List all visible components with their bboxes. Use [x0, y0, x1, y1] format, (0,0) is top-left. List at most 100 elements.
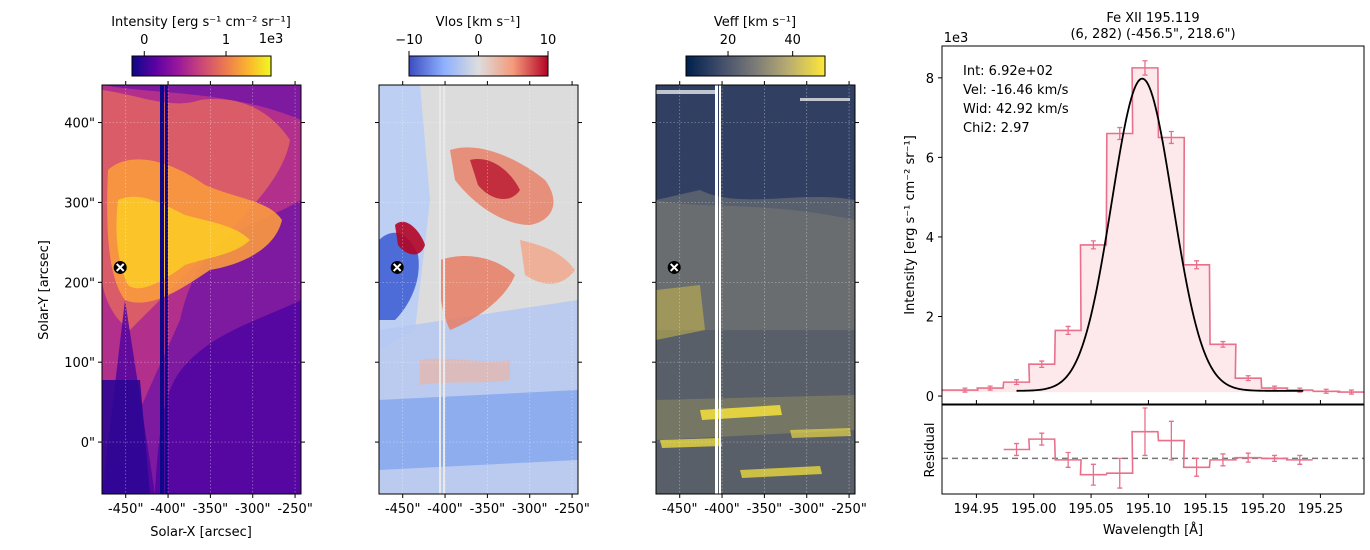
- x-tick-label: 195.15: [1183, 502, 1229, 517]
- spectrum-errorbar: [987, 385, 993, 391]
- vlos-colorbar: [408, 55, 549, 77]
- spectrum-panel: Fe XII 195.119 (6, 282) (-456.5", 218.6"…: [903, 11, 1365, 538]
- fit-annotation-line: Wid: 42.92 km/s: [963, 102, 1069, 117]
- veff-colorbar-label: Veff [km s⁻¹]: [714, 15, 796, 30]
- veff-panel: Veff [km s⁻¹] 20 40 -450" -400" -350" -300" -…: [652, 15, 867, 517]
- intensity-frame: [101, 84, 302, 495]
- y-tick-label: 2: [926, 310, 934, 325]
- spectrum-errorbar: [1245, 375, 1251, 382]
- x-tick-label: -250": [277, 502, 312, 517]
- veff-colorbar: [685, 55, 826, 77]
- residual-errorbar: [1065, 451, 1071, 468]
- colorbar-tick-label: −10: [395, 33, 422, 48]
- residual-errorbar: [1117, 457, 1123, 489]
- colorbar-tick-label: 10: [540, 33, 557, 48]
- residual-ylabel: Residual: [923, 423, 938, 478]
- gaussian-fit-line: [1016, 77, 1304, 392]
- intensity-colorbar: [131, 55, 272, 77]
- spectrum-errorbar: [962, 387, 968, 393]
- spectrum-errorbar: [936, 388, 941, 392]
- y-tick-label: 0": [81, 436, 95, 451]
- vlos-panel: Vlos [km s⁻¹] −10 0 10 -450" -400" -350" -300…: [375, 15, 590, 517]
- intensity-ylabel: Solar-Y [arcsec]: [37, 240, 52, 340]
- intensity-axis-ticks: -450" -400" -350" -300" -250" 0" 100" 200" 300" 4…: [64, 81, 313, 517]
- colorbar-tick-label: 20: [720, 33, 737, 48]
- x-tick-label: -300": [235, 502, 270, 517]
- fit-annotation-line: Int: 6.92e+02: [963, 64, 1053, 79]
- vlos-colorbar-label: Vlos [km s⁻¹]: [436, 15, 521, 30]
- y-tick-label: 400": [64, 117, 95, 132]
- vlos-map: [379, 85, 578, 494]
- x-tick-label: -450": [385, 502, 420, 517]
- spectrum-xlabel: Wavelength [Å]: [1103, 522, 1203, 538]
- pixel-marker: [667, 260, 681, 274]
- spectrum-errorbar: [1220, 340, 1226, 348]
- spectrum-fill: [942, 67, 1364, 393]
- spectrum-errorbar: [1323, 388, 1329, 394]
- residual-plot: [942, 407, 1364, 489]
- spectrum-title: Fe XII 195.119: [1106, 11, 1199, 26]
- y-tick-label: 300": [64, 196, 95, 211]
- residual-errorbar: [1168, 420, 1174, 461]
- y-tick-label: 200": [64, 276, 95, 291]
- veff-axis-ticks: -450" -400" -350" -300" -250": [652, 81, 867, 517]
- intensity-grid: [102, 85, 301, 494]
- vlos-frame: [378, 84, 579, 495]
- x-tick-label: -450": [108, 502, 143, 517]
- x-tick-label: -400": [150, 502, 185, 517]
- x-tick-label: -250": [831, 502, 866, 517]
- x-tick-label: -400": [427, 502, 462, 517]
- x-tick-label: 195.00: [1011, 502, 1057, 517]
- marker-cross: [115, 263, 125, 272]
- x-tick-label: -450": [662, 502, 697, 517]
- colorbar-tick-label: 40: [784, 33, 801, 48]
- intensity-map: [102, 85, 301, 494]
- residual-errorbar: [1039, 432, 1045, 446]
- residual-errorbar: [1014, 442, 1020, 457]
- residual-step: [1003, 430, 1313, 476]
- residual-errorbar: [1272, 454, 1278, 463]
- residual-errorbar: [1245, 452, 1251, 463]
- intensity-colorbar-label: Intensity [erg s⁻¹ cm⁻² sr⁻¹]: [111, 15, 291, 30]
- spectrum-y-exponent: 1e3: [944, 31, 969, 46]
- x-tick-label: -350": [747, 502, 782, 517]
- spectrum-errorbar: [1039, 360, 1045, 369]
- x-tick-label: 195.05: [1068, 502, 1114, 517]
- y-tick-label: 100": [64, 356, 95, 371]
- residual-frame: [941, 404, 1365, 495]
- y-tick-label: 0: [926, 390, 934, 405]
- vlos-axis-ticks: -450" -400" -350" -300" -250": [375, 81, 590, 517]
- vlos-grid: [379, 85, 578, 494]
- spectrum-axis-ticks: 0 2 4 6 8: [926, 72, 1321, 405]
- spectrum-errorbar: [1168, 130, 1174, 145]
- x-tick-label: 194.95: [954, 502, 1000, 517]
- spectrum-errorbar: [1014, 379, 1020, 386]
- residual-errorbar: [1220, 453, 1226, 467]
- x-tick-label: -350": [193, 502, 228, 517]
- vlos-colorbar-ticks: −10 0 10: [395, 33, 556, 56]
- x-tick-label: 195.25: [1298, 502, 1344, 517]
- y-tick-label: 4: [926, 231, 934, 246]
- residual-errorbar: [1194, 457, 1200, 477]
- marker-cross: [669, 263, 679, 272]
- spectrum-errorbar: [1090, 240, 1096, 250]
- x-tick-label: 195.10: [1126, 502, 1172, 517]
- pixel-marker: [390, 260, 404, 274]
- veff-map: [656, 85, 855, 494]
- veff-colorbar-ticks: 20 40: [720, 33, 801, 56]
- residual-errorbar: [1297, 454, 1303, 465]
- colorbar-tick-label: 0: [140, 33, 148, 48]
- fit-annotation-line: Vel: -16.46 km/s: [963, 83, 1069, 98]
- fit-annotation: Int: 6.92e+02 Vel: -16.46 km/s Wid: 42.92 …: [963, 64, 1069, 136]
- colorbar-tick-label: 0: [474, 33, 482, 48]
- x-tick-label: -300": [789, 502, 824, 517]
- x-tick-label: -300": [512, 502, 547, 517]
- spectrum-errorbar: [1194, 260, 1200, 270]
- pixel-marker: [113, 260, 127, 274]
- spectrum-errorbar: [1348, 389, 1354, 395]
- spectrum-errorbar: [1065, 325, 1071, 336]
- spectrum-errorbar: [1142, 60, 1148, 76]
- spectrum-plot: [936, 60, 1364, 395]
